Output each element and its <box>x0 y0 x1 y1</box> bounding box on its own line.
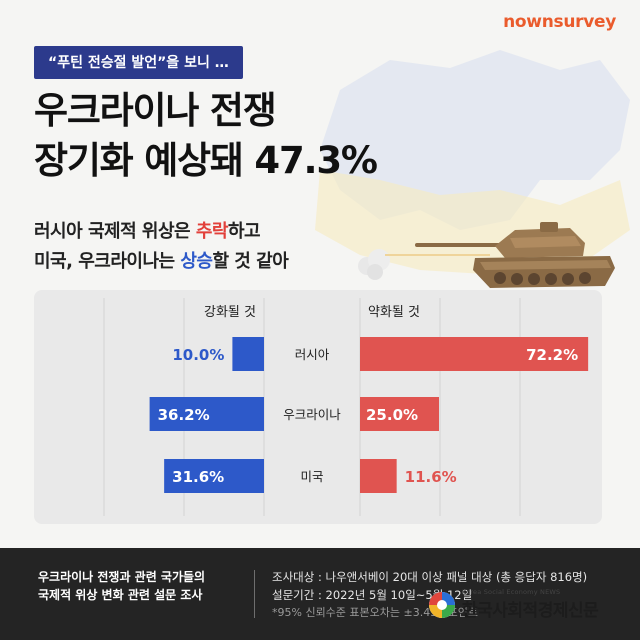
value-label-weaken: 72.2% <box>526 346 578 364</box>
headline: 우크라이나 전쟁 장기화 예상돼 47.3% <box>34 86 378 186</box>
news-logo-english: Korea Social Economy NEWS <box>462 588 561 596</box>
value-label-strengthen: 10.0% <box>172 346 224 364</box>
bar-strengthen <box>232 337 264 371</box>
survey-title-line-2: 국제적 위상 변화 관련 설문 조사 <box>38 588 203 602</box>
subline-text: 하고 <box>227 221 261 242</box>
bar-strengthen <box>164 459 264 493</box>
value-label-strengthen: 36.2% <box>158 406 210 424</box>
news-logo: Korea Social Economy NEWS 한국사회적경제신문 <box>428 588 599 621</box>
series-label-strengthen: 강화될 것 <box>204 305 256 320</box>
news-logo-korean: 한국사회적경제신문 <box>462 601 599 621</box>
value-label-weaken: 25.0% <box>366 406 418 424</box>
subline: 러시아 국제적 위상은 추락하고 미국, 우크라이나는 상승할 것 같아 <box>34 217 289 277</box>
highlight-decline: 추락 <box>195 221 229 242</box>
subline-line-2: 미국, 우크라이나는 상승할 것 같아 <box>34 247 289 277</box>
footer: 우크라이나 전쟁과 관련 국가들의 국제적 위상 변화 관련 설문 조사 조사대… <box>0 548 640 640</box>
bar-weaken <box>360 397 439 431</box>
headline-line-1: 우크라이나 전쟁 <box>34 89 277 132</box>
tank-illustration <box>358 222 615 288</box>
headline-line-2: 장기화 예상돼 47.3% <box>34 139 378 182</box>
highlight-rise: 상승 <box>180 251 213 272</box>
category-label: 우크라이나 <box>283 407 341 422</box>
value-label-strengthen: 31.6% <box>172 468 224 486</box>
bar-weaken <box>360 337 589 371</box>
category-label: 미국 <box>300 469 323 484</box>
bar-weaken <box>360 459 397 493</box>
subline-text: 미국, 우크라이나는 <box>34 251 181 272</box>
category-label: 러시아 <box>295 347 330 362</box>
survey-margin-note: *95% 신뢰수준 표본오차는 ±3.43%포인트 <box>272 606 479 619</box>
bar-strengthen <box>149 397 264 431</box>
brand-logo: nownsurvey <box>503 12 616 32</box>
survey-period: 설문기간 : 2022년 5월 10일~5월 12일 <box>272 588 473 602</box>
quote-pill: “푸틴 전승절 발언”을 보니 … <box>34 46 243 79</box>
subline-text: 할 것 같아 <box>212 251 289 272</box>
subline-line-1: 러시아 국제적 위상은 추락하고 <box>34 217 288 247</box>
value-label-weaken: 11.6% <box>405 468 457 486</box>
series-label-weaken: 약화될 것 <box>368 305 420 320</box>
survey-target: 조사대상 : 나우앤서베이 20대 이상 패널 대상 (총 응답자 816명) <box>272 570 588 584</box>
subline-text: 러시아 국제적 위상은 <box>34 221 196 242</box>
globe-icon <box>429 591 455 618</box>
footer-divider <box>254 570 255 618</box>
survey-title: 우크라이나 전쟁과 관련 국가들의 국제적 위상 변화 관련 설문 조사 <box>38 568 205 604</box>
survey-info: 조사대상 : 나우앤서베이 20대 이상 패널 대상 (총 응답자 816명) … <box>272 568 587 622</box>
survey-title-line-1: 우크라이나 전쟁과 관련 국가들의 <box>38 570 206 584</box>
